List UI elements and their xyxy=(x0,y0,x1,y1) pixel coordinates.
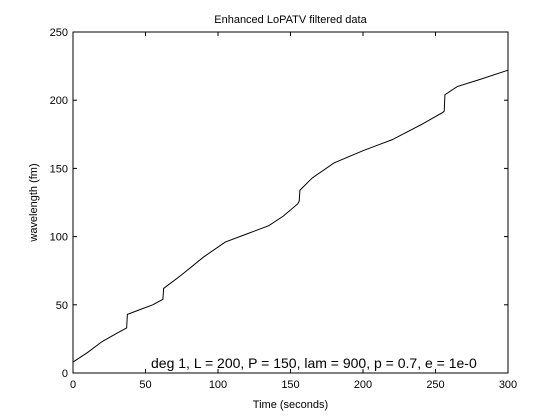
y-tick-label: 100 xyxy=(50,232,68,244)
series-line xyxy=(73,70,508,362)
plot-area-frame xyxy=(73,32,508,373)
y-tick-label: 0 xyxy=(62,368,68,380)
y-tick-label: 50 xyxy=(56,300,68,312)
x-tick-label: 150 xyxy=(281,379,299,391)
x-tick-label: 250 xyxy=(426,379,444,391)
y-tick-label: 150 xyxy=(50,163,68,175)
y-tick-label: 250 xyxy=(50,27,68,39)
chart-title: Enhanced LoPATV filtered data xyxy=(214,14,367,26)
y-axis: 0 50 100 150 200 250 xyxy=(50,27,508,380)
x-axis-label: Time (seconds) xyxy=(253,399,328,411)
x-axis: 0 50 100 150 200 250 300 xyxy=(70,32,517,391)
x-tick-label: 300 xyxy=(499,379,517,391)
x-tick-label: 0 xyxy=(70,379,76,391)
x-tick-label: 100 xyxy=(209,379,227,391)
x-tick-label: 50 xyxy=(139,379,151,391)
chart-annotation: deg 1, L = 200, P = 150, lam = 900, p = … xyxy=(151,355,477,371)
y-tick-label: 200 xyxy=(50,95,68,107)
y-axis-label: wavelength (fm) xyxy=(28,163,40,242)
x-tick-label: 200 xyxy=(354,379,372,391)
